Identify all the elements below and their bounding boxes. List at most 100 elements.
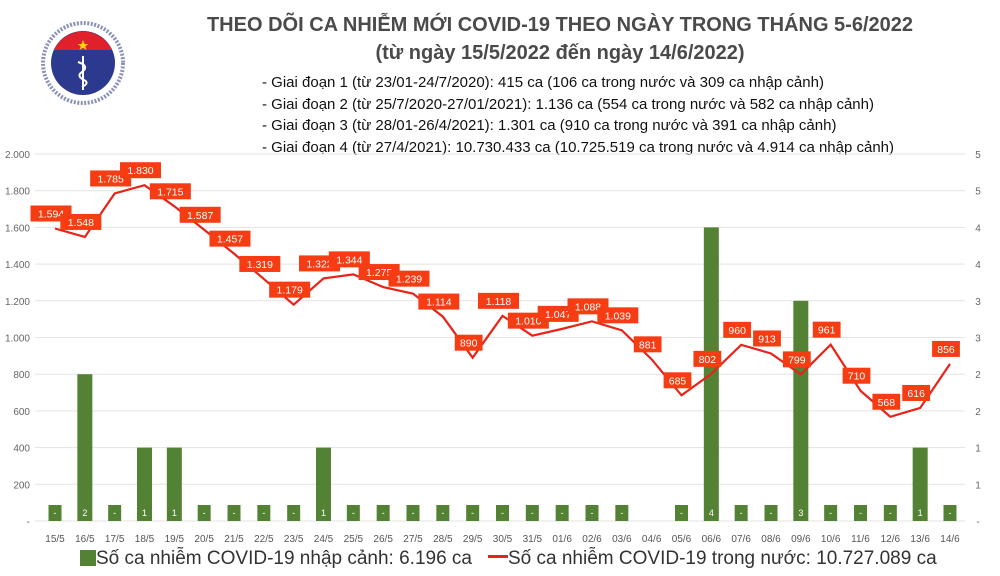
x-axis-tick-label: 16/5 bbox=[75, 534, 95, 545]
line-data-label-box bbox=[269, 281, 311, 298]
line-data-label-box bbox=[633, 336, 662, 353]
line-data-label-box bbox=[753, 330, 781, 347]
line-data-label: 685 bbox=[669, 375, 687, 387]
ministry-of-health-logo bbox=[38, 18, 128, 113]
bar-data-label: 1 bbox=[918, 508, 923, 518]
bar bbox=[166, 447, 182, 521]
line-data-label: 1.010 bbox=[515, 316, 541, 328]
bar bbox=[734, 505, 748, 521]
line-data-label: 890 bbox=[460, 338, 478, 350]
bar bbox=[77, 374, 93, 521]
line-data-label-box bbox=[149, 183, 191, 200]
line-data-label: 799 bbox=[788, 354, 806, 366]
bar-data-label: - bbox=[829, 508, 832, 518]
bar-data-label: - bbox=[54, 508, 57, 518]
line-data-label: 913 bbox=[758, 333, 776, 345]
bar-data-label: - bbox=[531, 508, 534, 518]
line-data-label: 1.344 bbox=[336, 254, 362, 266]
left-axis-tick-label: 800 bbox=[13, 370, 30, 381]
line-data-label-box bbox=[693, 350, 722, 367]
line-data-label-box bbox=[842, 367, 871, 384]
line-data-label-box bbox=[902, 384, 931, 401]
line-data-label-box bbox=[120, 162, 161, 179]
left-axis-tick-label: 1.800 bbox=[5, 187, 30, 198]
x-axis-tick-label: 23/5 bbox=[284, 534, 304, 545]
bar-data-label: - bbox=[471, 508, 474, 518]
x-axis-tick-label: 24/5 bbox=[314, 534, 334, 545]
line-data-label: 1.179 bbox=[277, 285, 303, 297]
bar bbox=[48, 505, 62, 521]
bar-data-label: 3 bbox=[798, 508, 803, 518]
x-axis-tick-label: 10/6 bbox=[821, 534, 841, 545]
right-axis-tick-label: 4 bbox=[975, 223, 981, 234]
chart-subtitle: (từ ngày 15/5/2022 đến ngày 14/6/2022) bbox=[375, 42, 745, 64]
line-data-label-box bbox=[239, 255, 281, 272]
right-axis-tick-label: 5 bbox=[975, 150, 981, 161]
left-axis-tick-label: - bbox=[27, 517, 30, 528]
line-data-label: 1.047 bbox=[545, 309, 571, 321]
bar bbox=[316, 447, 331, 521]
x-axis-tick-label: 05/6 bbox=[672, 534, 692, 545]
x-axis-tick-label: 15/5 bbox=[45, 534, 65, 545]
bar bbox=[824, 505, 838, 521]
left-axis-tick-label: 200 bbox=[13, 480, 30, 491]
domestic-cases-line bbox=[54, 183, 951, 418]
line-data-label-box bbox=[388, 270, 430, 287]
line-data-label-box bbox=[723, 321, 752, 338]
bar-data-label: - bbox=[233, 508, 236, 518]
line-data-label-box bbox=[812, 321, 841, 338]
bar-data-label: - bbox=[262, 508, 265, 518]
x-axis-tick-label: 12/6 bbox=[881, 534, 901, 545]
bar-data-label: - bbox=[620, 508, 623, 518]
legend-label: Số ca nhiễm COVID-19 trong nước: 10.727.… bbox=[508, 548, 937, 569]
x-axis-tick-label: 18/5 bbox=[135, 534, 155, 545]
line-data-label: 961 bbox=[818, 325, 836, 337]
line-data-label-box bbox=[209, 230, 251, 247]
right-axis-tick-label: 1 bbox=[975, 444, 981, 455]
bar-data-label: - bbox=[859, 508, 862, 518]
x-axis-tick-label: 22/5 bbox=[254, 534, 274, 545]
bar bbox=[943, 505, 957, 521]
line-data-label: 616 bbox=[907, 388, 925, 400]
bar bbox=[764, 505, 778, 521]
x-axis-tick-label: 17/5 bbox=[105, 534, 125, 545]
line-data-label-box bbox=[478, 292, 519, 309]
bar-data-label: - bbox=[113, 508, 116, 518]
bar bbox=[496, 505, 509, 521]
bar-data-label: - bbox=[949, 508, 952, 518]
line-data-label: 1.715 bbox=[157, 186, 183, 198]
legend-swatch-line bbox=[488, 555, 508, 558]
line-data-label: 1.239 bbox=[396, 274, 422, 286]
left-axis-tick-label: 1.200 bbox=[5, 297, 30, 308]
bar bbox=[346, 505, 360, 521]
bar-data-label: - bbox=[203, 508, 206, 518]
x-axis-tick-label: 26/5 bbox=[373, 534, 393, 545]
x-axis-tick-label: 08/6 bbox=[761, 534, 781, 545]
line-data-label: 1.548 bbox=[68, 217, 94, 229]
line-data-label: 1.594 bbox=[38, 209, 64, 221]
line-data-label-box bbox=[60, 213, 102, 230]
line-data-label: 1.830 bbox=[127, 165, 153, 177]
bar bbox=[525, 505, 539, 521]
right-axis-tick-label: 2 bbox=[975, 370, 981, 381]
x-axis-tick-label: 25/5 bbox=[344, 534, 364, 545]
left-axis-tick-label: 1.600 bbox=[5, 223, 30, 234]
x-axis-tick-label: 27/5 bbox=[403, 534, 423, 545]
bar-data-label: - bbox=[441, 508, 444, 518]
x-axis-tick-label: 04/6 bbox=[642, 534, 662, 545]
line-data-label: 1.275 bbox=[366, 267, 392, 279]
x-axis-tick-label: 03/6 bbox=[612, 534, 632, 545]
x-axis-tick-label: 31/5 bbox=[523, 534, 543, 545]
bar-data-label: - bbox=[770, 508, 773, 518]
line-data-label: 881 bbox=[639, 339, 657, 351]
left-axis-tick-label: 2.000 bbox=[5, 150, 30, 161]
phase-note: - Giai đoạn 3 (từ 28/01-26/4/2021): 1.30… bbox=[262, 117, 837, 134]
x-axis-tick-label: 01/6 bbox=[552, 534, 572, 545]
bar-data-label: 4 bbox=[709, 508, 714, 518]
bar-data-label: - bbox=[292, 508, 295, 518]
bar bbox=[555, 505, 569, 521]
bar bbox=[108, 505, 122, 521]
bar-data-label: 1 bbox=[142, 508, 147, 518]
bar-data-label: 2 bbox=[82, 508, 87, 518]
